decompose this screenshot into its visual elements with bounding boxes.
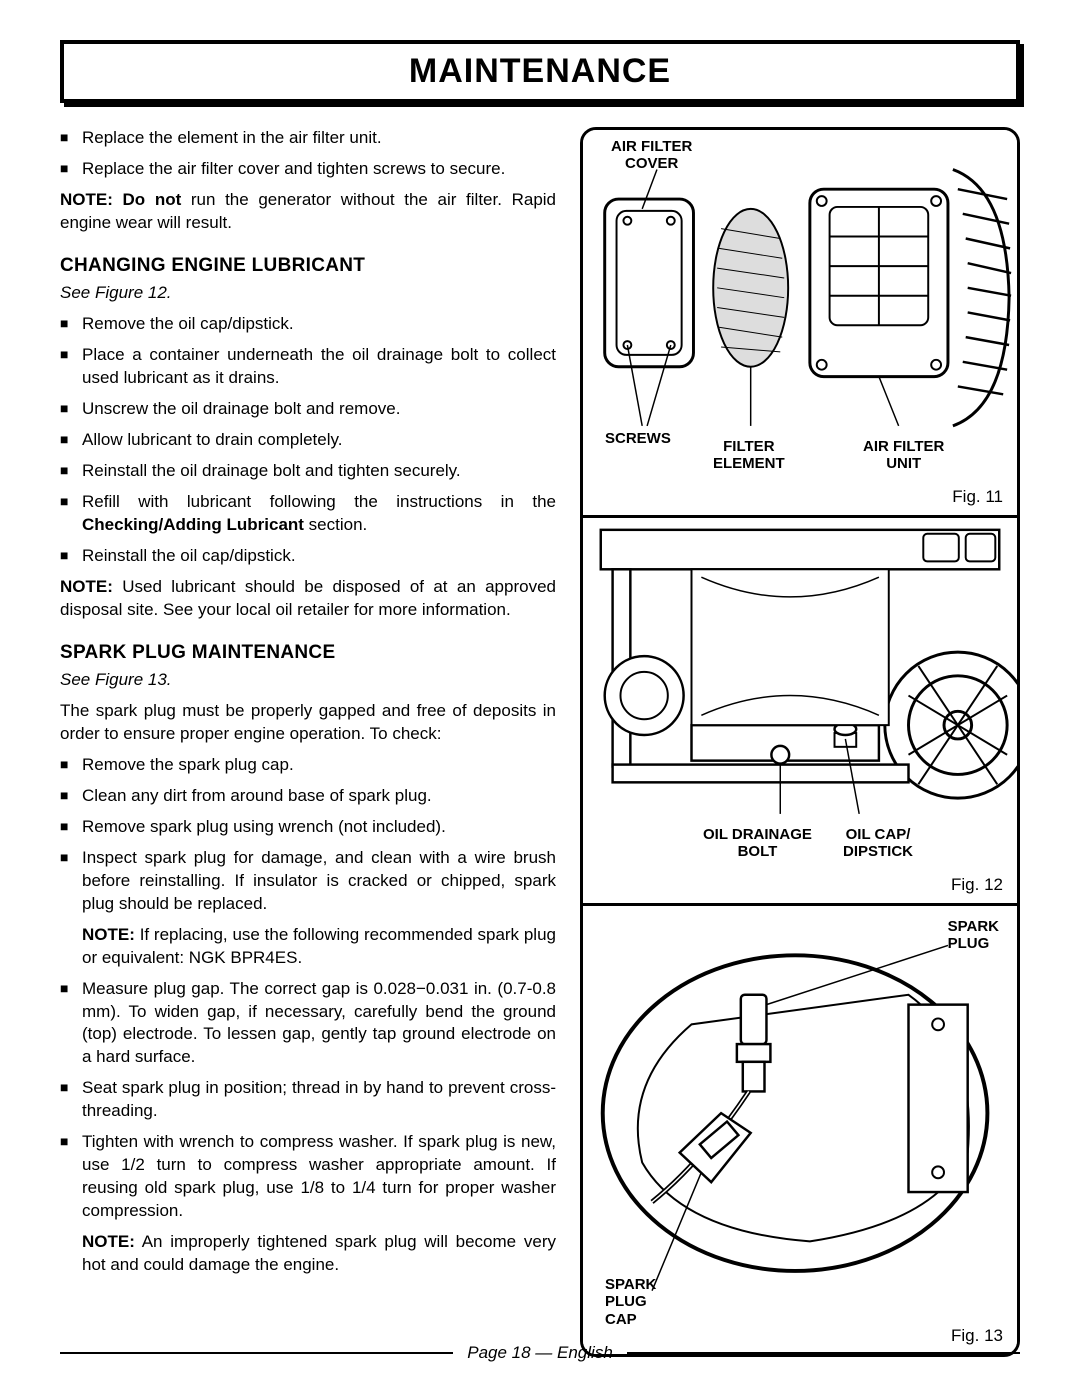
bullet-item: Remove the spark plug cap.	[60, 754, 556, 777]
figure-12: OIL DRAINAGE BOLT OIL CAP/ DIPSTICK Fig.…	[583, 518, 1017, 906]
bullet-item: Measure plug gap. The correct gap is 0.0…	[60, 978, 556, 1070]
label-air-filter-cover: AIR FILTER COVER	[611, 138, 692, 173]
figure-11: AIR FILTER COVER SCREWS FILTER ELEMENT A…	[583, 130, 1017, 518]
label-air-filter-unit: AIR FILTER UNIT	[863, 438, 944, 473]
note-prefix: NOTE: Do not	[60, 190, 181, 209]
note-prefix: NOTE:	[82, 1232, 135, 1251]
note-text: If replacing, use the following recommen…	[82, 925, 556, 967]
intro-bullet-list: Replace the element in the air filter un…	[60, 127, 556, 181]
spark-intro: The spark plug must be properly gapped a…	[60, 700, 556, 746]
bullet-item: Place a container underneath the oil dra…	[60, 344, 556, 390]
page-title-box: MAINTENANCE	[60, 40, 1020, 103]
figure-stack: AIR FILTER COVER SCREWS FILTER ELEMENT A…	[580, 127, 1020, 1357]
see-figure-ref: See Figure 12.	[60, 282, 556, 305]
note-prefix: NOTE:	[82, 925, 135, 944]
bullet-item: Replace the air filter cover and tighten…	[60, 158, 556, 181]
spark-note-2: NOTE: An improperly tightened spark plug…	[60, 1231, 556, 1277]
bullet-item: Seat spark plug in position; thread in b…	[60, 1077, 556, 1123]
label-oil-cap-dipstick: OIL CAP/ DIPSTICK	[843, 826, 913, 861]
intro-note: NOTE: Do not run the generator without t…	[60, 189, 556, 235]
section-heading-lubricant: CHANGING ENGINE LUBRICANT	[60, 253, 556, 279]
bullet-item: Inspect spark plug for damage, and clean…	[60, 847, 556, 916]
bullet-text-pre: Refill with lubricant following the inst…	[82, 492, 556, 511]
label-oil-drainage-bolt: OIL DRAINAGE BOLT	[703, 826, 812, 861]
page-title: MAINTENANCE	[64, 52, 1016, 91]
footer-rule-right	[627, 1352, 1020, 1354]
section-heading-spark: SPARK PLUG MAINTENANCE	[60, 640, 556, 666]
figure-number: Fig. 12	[951, 875, 1003, 895]
figure-11-diagram	[583, 130, 1017, 513]
bullet-item: Remove spark plug using wrench (not incl…	[60, 816, 556, 839]
content-columns: Replace the element in the air filter un…	[60, 127, 1020, 1357]
see-figure-ref: See Figure 13.	[60, 669, 556, 692]
bullet-item: Allow lubricant to drain completely.	[60, 429, 556, 452]
note-text: An improperly tightened spark plug will …	[82, 1232, 556, 1274]
bullet-item: Replace the element in the air filter un…	[60, 127, 556, 150]
footer-rule-left	[60, 1352, 453, 1354]
figure-13: SPARK PLUG SPARK PLUG CAP Fig. 13	[583, 906, 1017, 1354]
spark-bullet-list-a: Remove the spark plug cap. Clean any dir…	[60, 754, 556, 916]
label-spark-plug: SPARK PLUG	[948, 918, 999, 953]
figure-number: Fig. 11	[952, 487, 1003, 507]
bullet-item: Remove the oil cap/dipstick.	[60, 313, 556, 336]
bullet-item: Refill with lubricant following the inst…	[60, 491, 556, 537]
footer-text: Page 18 — English	[467, 1343, 613, 1363]
spark-note-1: NOTE: If replacing, use the following re…	[60, 924, 556, 970]
bullet-item: Unscrew the oil drainage bolt and remove…	[60, 398, 556, 421]
lubricant-note: NOTE: Used lubricant should be disposed …	[60, 576, 556, 622]
label-spark-plug-cap: SPARK PLUG CAP	[605, 1276, 656, 1328]
lubricant-bullet-list: Remove the oil cap/dipstick. Place a con…	[60, 313, 556, 567]
bullet-text-post: section.	[304, 515, 367, 534]
note-prefix: NOTE:	[60, 577, 113, 596]
label-screws: SCREWS	[605, 430, 671, 447]
note-text: Used lubricant should be disposed of at …	[60, 577, 556, 619]
spark-bullet-list-b: Measure plug gap. The correct gap is 0.0…	[60, 978, 556, 1223]
figure-column: AIR FILTER COVER SCREWS FILTER ELEMENT A…	[580, 127, 1020, 1357]
bullet-item: Reinstall the oil drainage bolt and tigh…	[60, 460, 556, 483]
bullet-text-bold: Checking/Adding Lubricant	[82, 515, 304, 534]
text-column: Replace the element in the air filter un…	[60, 127, 556, 1357]
bullet-item: Tighten with wrench to compress washer. …	[60, 1131, 556, 1223]
page-footer: Page 18 — English	[60, 1343, 1020, 1363]
label-filter-element: FILTER ELEMENT	[713, 438, 785, 473]
bullet-item: Reinstall the oil cap/dipstick.	[60, 545, 556, 568]
bullet-item: Clean any dirt from around base of spark…	[60, 785, 556, 808]
